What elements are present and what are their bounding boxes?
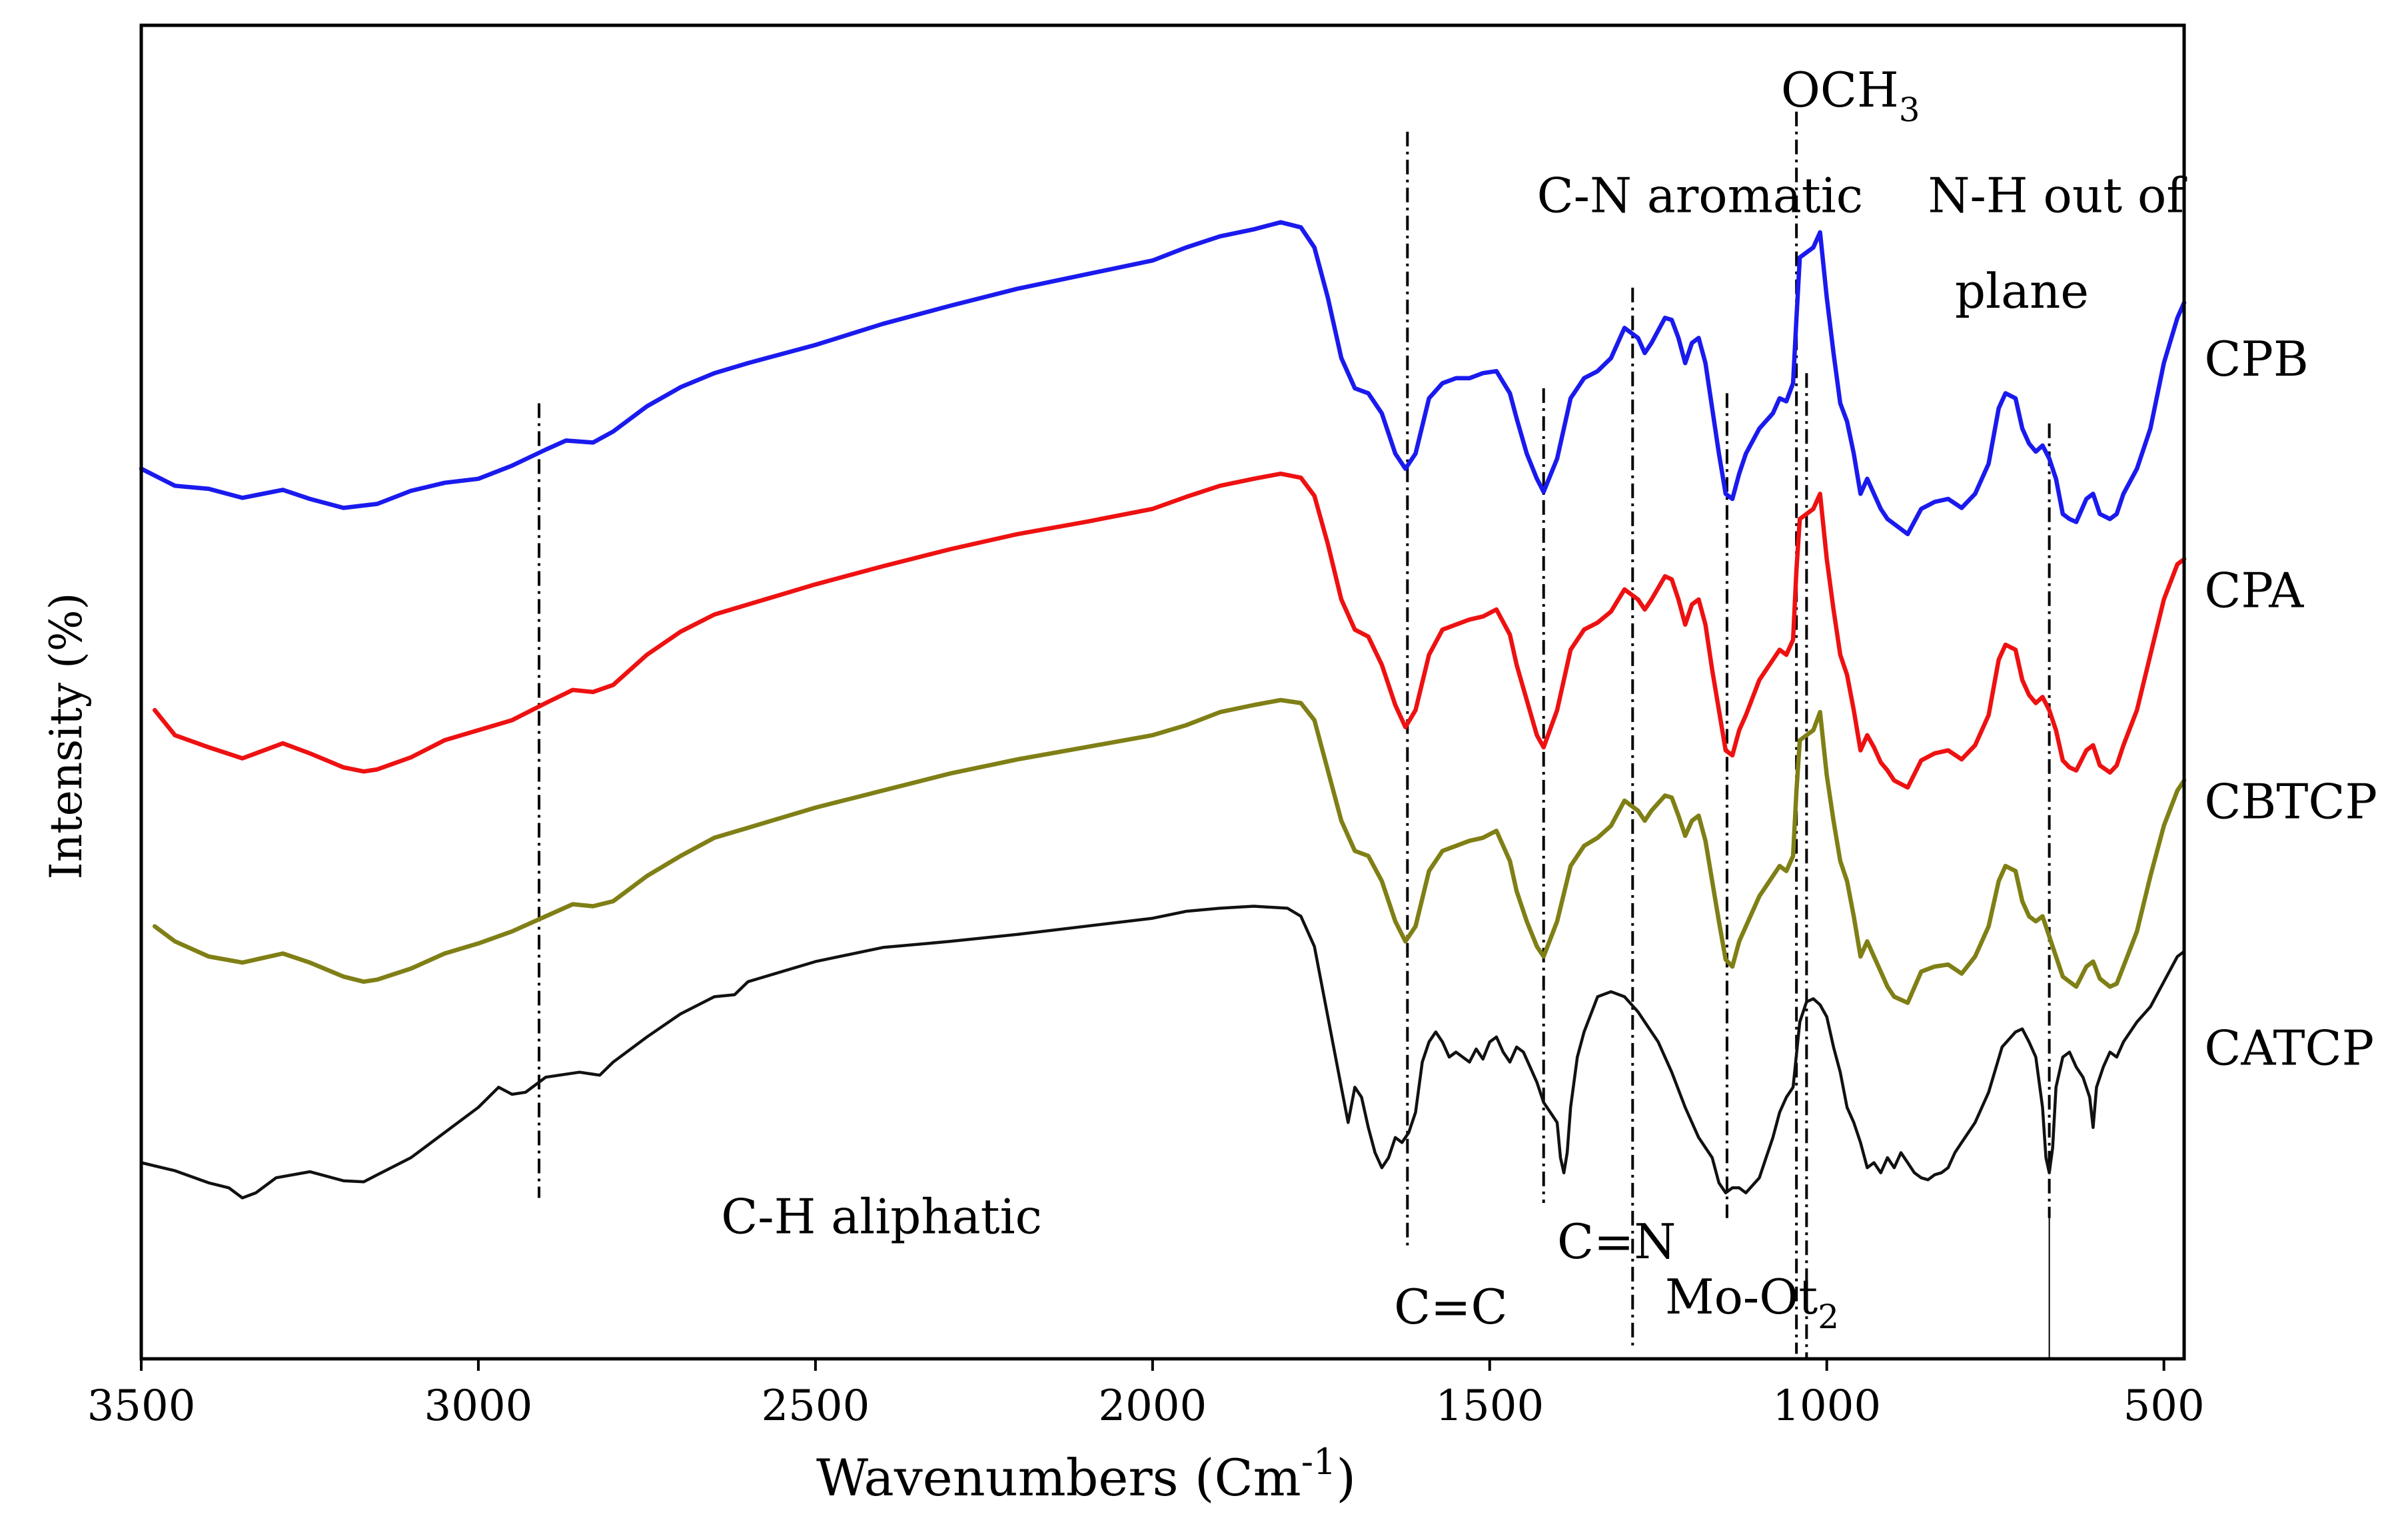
peak-annotations: C-H aliphatic C-N aromatic N-H out of plane… xyxy=(721,62,2187,1336)
annotation-text: C-H aliphatic xyxy=(721,1188,1042,1244)
series-line-cbtcp xyxy=(152,697,2187,1005)
series-label-catcp: CATCP xyxy=(2204,1020,2374,1076)
peak-annotation: C-N aromatic xyxy=(1537,168,1863,224)
peak-annotation: OCH3 xyxy=(1781,62,1920,129)
peak-annotation: plane xyxy=(1955,263,2089,319)
x-tick-label: 1500 xyxy=(1435,1381,1544,1431)
annotation-text: N-H out of xyxy=(1928,168,2187,224)
x-tick-label: 1000 xyxy=(1772,1381,1881,1431)
annotation-text: C=C xyxy=(1394,1279,1508,1335)
annotation-subscript: 3 xyxy=(1899,91,1920,129)
peak-annotation: N-H out of xyxy=(1928,168,2187,224)
peak-annotation: C=C xyxy=(1394,1279,1508,1335)
plot-frame xyxy=(139,23,2186,1361)
x-axis-label: Wavenumbers (Cm-1) xyxy=(816,1441,1356,1507)
annotation-text: plane xyxy=(1955,263,2089,319)
x-tick-label: 3000 xyxy=(424,1381,533,1431)
peak-annotation: C-H aliphatic xyxy=(721,1188,1042,1244)
x-axis-label-superscript: -1 xyxy=(1301,1441,1337,1483)
annotation-text: Mo-Ot xyxy=(1665,1269,1818,1325)
x-tick-label: 2000 xyxy=(1098,1381,1207,1431)
x-axis-label-main: Wavenumbers (Cm xyxy=(816,1448,1301,1507)
series-labels: CPB CPA CBTCP CATCP xyxy=(2204,331,2377,1076)
peak-annotation: C=N xyxy=(1557,1214,1676,1270)
series-label-cpa: CPA xyxy=(2204,562,2304,618)
series-label-cbtcp: CBTCP xyxy=(2204,774,2377,830)
series-line-catcp xyxy=(139,905,2186,1200)
y-axis-label: Intensity (%) xyxy=(41,593,92,880)
series-line-cpb xyxy=(139,220,2187,537)
x-tick-label: 3500 xyxy=(87,1381,196,1431)
series-line-cpa xyxy=(152,471,2187,790)
x-tick-label: 2500 xyxy=(761,1381,870,1431)
x-tick-label: 500 xyxy=(2123,1381,2205,1431)
annotation-text: OCH xyxy=(1781,62,1899,118)
x-axis-label-close: ) xyxy=(1336,1448,1356,1507)
annotation-text: C-N aromatic xyxy=(1537,168,1863,224)
peak-annotation: Mo-Ot2 xyxy=(1665,1269,1839,1336)
spectra-series xyxy=(139,220,2187,1200)
annotation-text: C=N xyxy=(1557,1214,1676,1270)
annotation-subscript: 2 xyxy=(1818,1298,1839,1336)
x-axis-ticks: 3500 3000 2500 2000 1500 1000 500 xyxy=(87,1359,2205,1431)
series-label-cpb: CPB xyxy=(2204,331,2308,387)
